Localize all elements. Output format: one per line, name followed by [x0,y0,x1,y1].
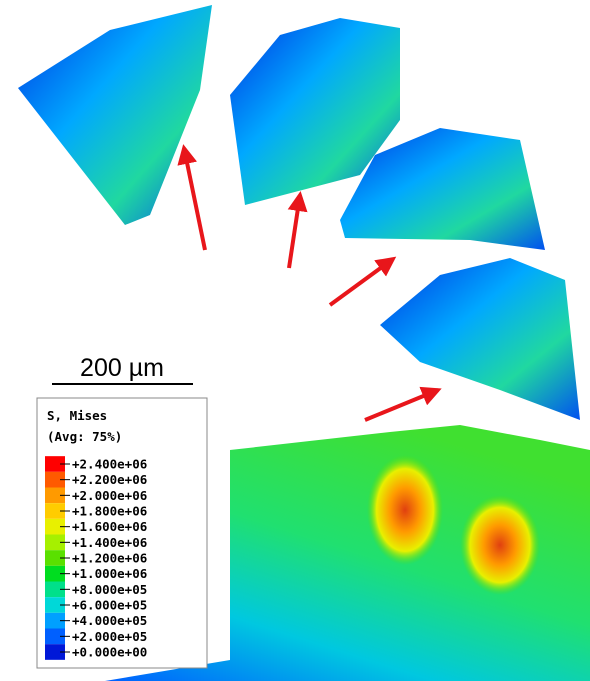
legend-label: +2.200e+06 [72,472,147,487]
legend-subtitle: (Avg: 75%) [47,429,122,444]
legend-label: +8.000e+05 [72,582,147,597]
legend-label: +2.400e+06 [72,457,147,472]
arrow [184,148,205,250]
figure: 200 µm S, Mises (Avg: 75%) +2.400e+06+2.… [0,0,590,681]
arrow [289,195,300,268]
legend-label: +4.000e+05 [72,613,147,628]
legend-scale: +2.400e+06+2.200e+06+2.000e+06+1.800e+06… [45,456,147,660]
legend-label: +1.200e+06 [72,551,147,566]
legend-label: +1.600e+06 [72,519,147,534]
arrow [330,259,393,305]
hot-spot [367,455,443,565]
legend-label: +6.000e+05 [72,598,147,613]
petal [18,5,212,225]
legend-title: S, Mises [47,408,107,423]
legend-label: +1.800e+06 [72,504,147,519]
petal [380,258,580,420]
arrow [365,390,438,420]
legend-label: +0.000e+00 [72,645,147,660]
hot-spot [460,495,540,595]
legend-label: +2.000e+05 [72,629,147,644]
legend-label: +1.400e+06 [72,535,147,550]
scale-bar-label: 200 µm [80,354,164,382]
legend-label: +1.000e+06 [72,566,147,581]
legend-label: +2.000e+06 [72,488,147,503]
